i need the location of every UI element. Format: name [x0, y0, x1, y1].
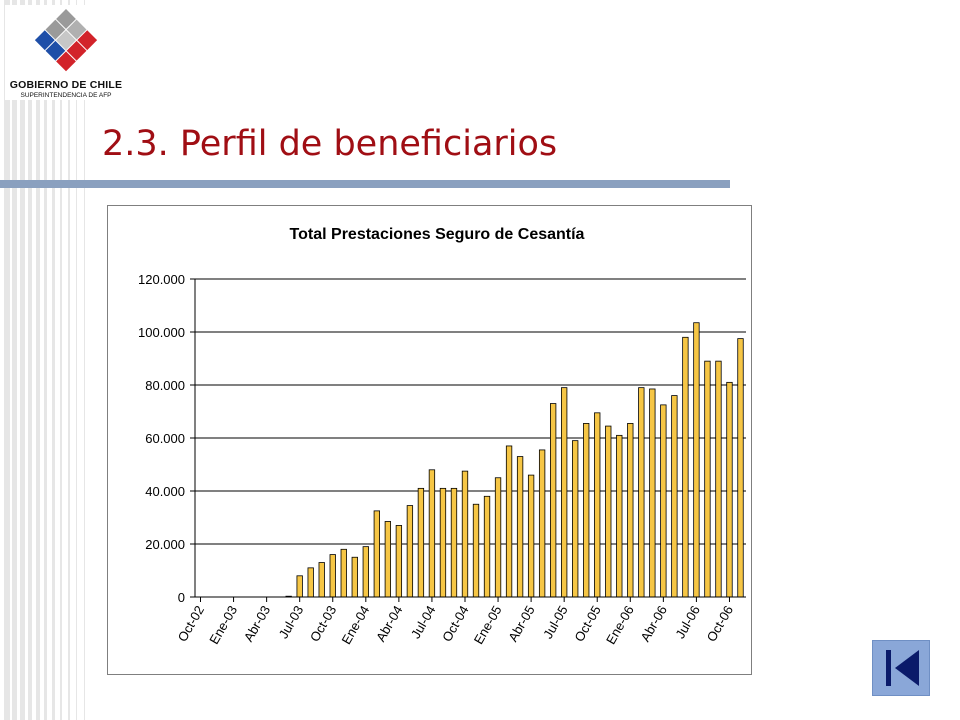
x-tick-label: Oct-03 — [307, 603, 339, 644]
bar-Ene-04 — [362, 546, 369, 598]
first-slide-icon — [886, 650, 919, 686]
x-tick-label: Oct-04 — [439, 603, 471, 644]
bar-Dic-04 — [483, 495, 491, 598]
bar-Dic-03 — [351, 556, 358, 598]
x-tick-label: Abr-06 — [637, 603, 670, 644]
y-tick-label: 80.000 — [145, 378, 185, 393]
government-logo: GOBIERNO DE CHILE SUPERINTENDENCIA DE AF… — [5, 5, 127, 100]
bar-Sep-06 — [715, 360, 722, 598]
bar-Jul-05 — [561, 387, 568, 598]
bar-Dic-05 — [616, 434, 623, 598]
x-tick-label: Jul-04 — [408, 603, 439, 641]
bar-Abr-05 — [527, 474, 535, 598]
bar-Jul-06 — [693, 322, 700, 598]
bar-Jul-03 — [296, 575, 303, 598]
bar-Nov-04 — [472, 503, 480, 598]
logo-name: GOBIERNO DE CHILE — [9, 79, 123, 91]
x-tick-label: Oct-02 — [175, 603, 207, 644]
x-tick-label: Ene-03 — [206, 603, 240, 647]
bar-Ago-03 — [307, 567, 314, 598]
bar-Oct-05 — [594, 412, 601, 598]
y-tick-label: 100.000 — [138, 325, 185, 340]
x-tick-label: Ene-06 — [603, 603, 637, 647]
bar-Oct-03 — [329, 554, 336, 598]
bar-Ago-06 — [704, 360, 711, 598]
x-tick-label: Oct-06 — [704, 603, 736, 644]
bar-Mar-06 — [649, 388, 656, 598]
chart-title: Total Prestaciones Seguro de Cesantía — [290, 226, 585, 243]
bar-Feb-06 — [638, 387, 645, 598]
bar-Feb-05 — [505, 445, 513, 598]
bar-Ago-04 — [439, 487, 447, 598]
bar-Sep-03 — [318, 562, 325, 598]
bar-Jun-05 — [549, 403, 557, 598]
bar-May-06 — [671, 395, 678, 598]
slide-title: 2.3. Perfil de beneficiarios — [102, 124, 558, 164]
bar-Ene-06 — [627, 423, 634, 598]
bar-Nov-05 — [605, 425, 612, 598]
y-tick-label: 120.000 — [138, 272, 185, 287]
x-tick-label: Ene-04 — [338, 603, 372, 647]
bar-Abr-06 — [660, 404, 667, 598]
logo-emblem-icon — [34, 9, 98, 72]
x-tick-label: Jul-03 — [276, 603, 307, 641]
y-tick-label: 0 — [178, 590, 185, 605]
bar-Jul-04 — [428, 469, 436, 598]
title-underline — [0, 180, 730, 188]
bar-Ago-05 — [572, 440, 579, 598]
bar-chart: Total Prestaciones Seguro de Cesantía 0 2… — [138, 226, 746, 647]
y-tick-label: 40.000 — [145, 484, 185, 499]
bar-Ene-05 — [494, 477, 502, 598]
bar-Oct-04 — [461, 470, 469, 598]
bar-Jun-04 — [417, 487, 425, 598]
bar-Nov-03 — [340, 548, 347, 598]
logo-subtitle: SUPERINTENDENCIA DE AFP — [20, 92, 112, 99]
bar-Mar-04 — [384, 521, 392, 598]
bar-Feb-04 — [373, 510, 380, 598]
y-tick-label: 20.000 — [145, 537, 185, 552]
bar-Oct-06 — [726, 381, 733, 598]
bar-Abr-04 — [395, 525, 403, 598]
x-tick-label: Abr-05 — [505, 603, 538, 644]
bar-Sep-05 — [583, 423, 590, 598]
bar-Jun-06 — [682, 336, 689, 598]
x-tick-label: Abr-04 — [373, 603, 406, 644]
x-tick-label: Oct-05 — [571, 603, 603, 644]
bar-Mar-05 — [516, 456, 524, 598]
first-slide-button[interactable] — [872, 640, 930, 696]
x-tick-label: Jul-06 — [672, 603, 703, 641]
bar-Nov-06 — [737, 338, 744, 598]
x-tick-label: Jul-05 — [540, 603, 571, 641]
x-tick-label: Ene-05 — [471, 603, 505, 647]
bar-Sep-04 — [450, 487, 458, 598]
bar-May-04 — [406, 505, 414, 598]
x-tick-label: Abr-03 — [241, 603, 274, 644]
bar-May-05 — [538, 449, 546, 598]
y-tick-label: 60.000 — [145, 431, 185, 446]
chart-frame: Total Prestaciones Seguro de Cesantía 0 2… — [107, 205, 752, 675]
